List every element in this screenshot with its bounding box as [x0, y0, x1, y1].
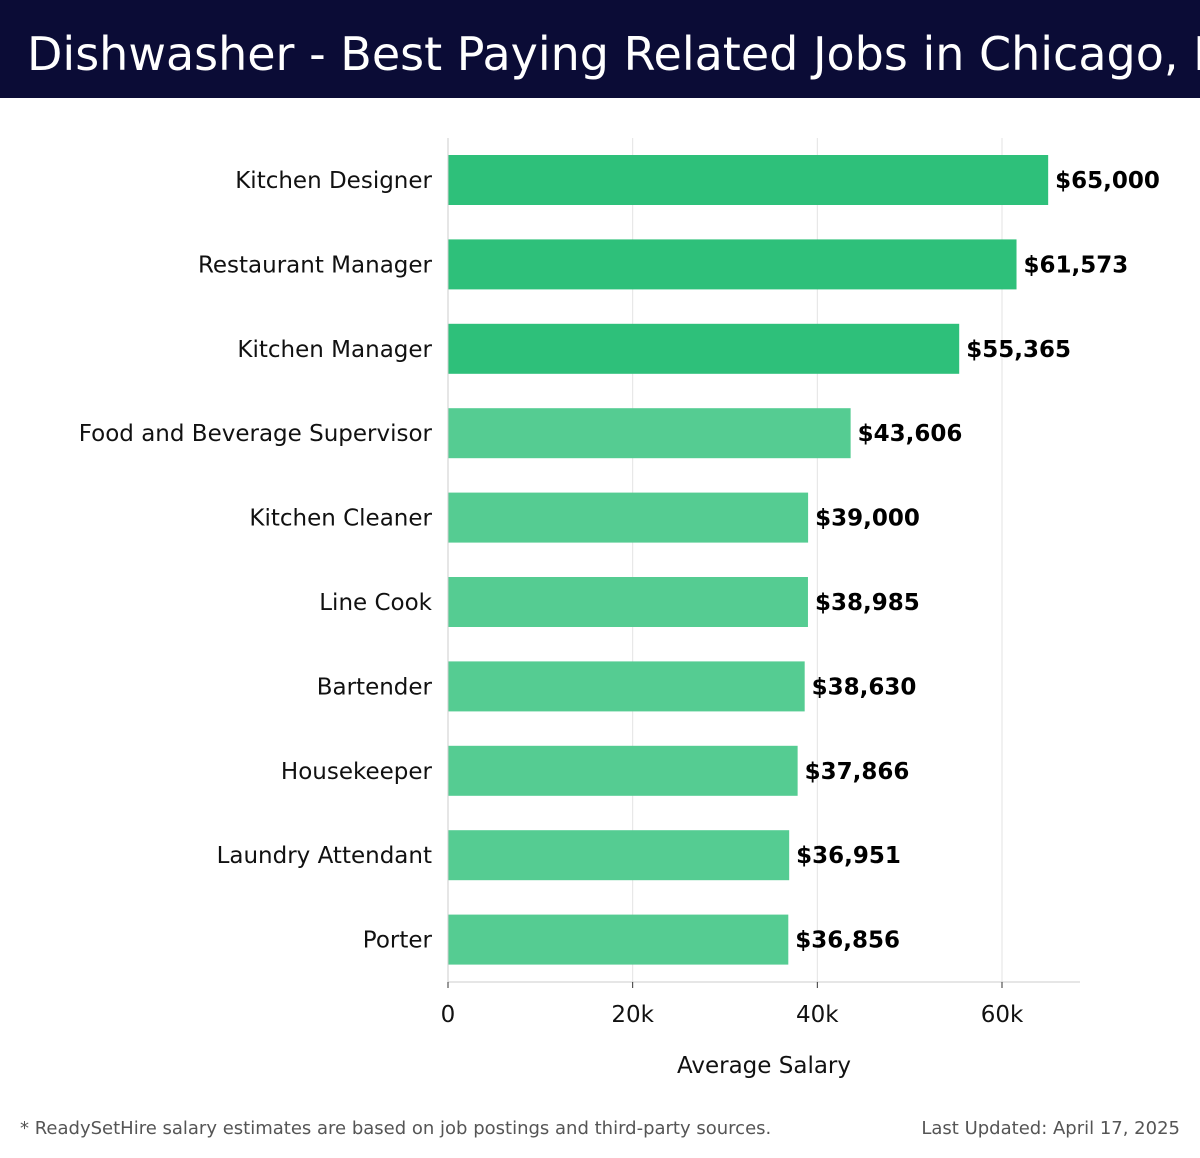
- value-label: $38,985: [815, 590, 920, 616]
- salary-bar-chart: Kitchen Designer $65,000 Restaurant Manage…: [79, 138, 1160, 1079]
- value-label: $39,000: [815, 506, 920, 532]
- value-label: $43,606: [858, 421, 963, 447]
- category-label: Housekeeper: [281, 759, 433, 785]
- bar: [448, 492, 809, 543]
- bar: [448, 830, 790, 881]
- category-label: Kitchen Cleaner: [249, 506, 432, 532]
- value-label: $37,866: [805, 759, 910, 785]
- bar: [448, 661, 805, 712]
- header-bar: Dishwasher - Best Paying Related Jobs in…: [0, 0, 1200, 98]
- category-label: Line Cook: [319, 590, 432, 616]
- category-label: Laundry Attendant: [217, 843, 432, 869]
- category-label: Bartender: [317, 674, 433, 700]
- x-tick-label: 20k: [611, 1002, 654, 1028]
- x-tick-label: 0: [441, 1002, 456, 1028]
- value-label: $65,000: [1055, 168, 1160, 194]
- bar: [448, 239, 1017, 290]
- x-axis-title: Average Salary: [677, 1053, 851, 1079]
- category-label: Food and Beverage Supervisor: [79, 421, 433, 447]
- bar: [448, 577, 808, 627]
- bar: [448, 745, 798, 796]
- bar: [448, 408, 851, 459]
- category-label: Porter: [363, 928, 433, 954]
- value-label: $36,856: [795, 928, 900, 954]
- footnote: * ReadySetHire salary estimates are base…: [20, 1118, 772, 1139]
- bar: [448, 323, 960, 374]
- value-label: $36,951: [796, 843, 901, 869]
- category-label: Restaurant Manager: [198, 252, 433, 278]
- bar: [448, 155, 1049, 205]
- category-label: Kitchen Manager: [237, 337, 432, 363]
- value-label: $55,365: [966, 337, 1071, 363]
- x-tick-label: 60k: [981, 1002, 1024, 1028]
- value-label: $38,630: [812, 674, 917, 700]
- last-updated: Last Updated: April 17, 2025: [921, 1118, 1180, 1139]
- x-tick-label: 40k: [796, 1002, 839, 1028]
- value-label: $61,573: [1024, 252, 1129, 278]
- bar: [448, 914, 789, 965]
- category-label: Kitchen Designer: [235, 168, 432, 194]
- page-title: Dishwasher - Best Paying Related Jobs in…: [27, 27, 1200, 81]
